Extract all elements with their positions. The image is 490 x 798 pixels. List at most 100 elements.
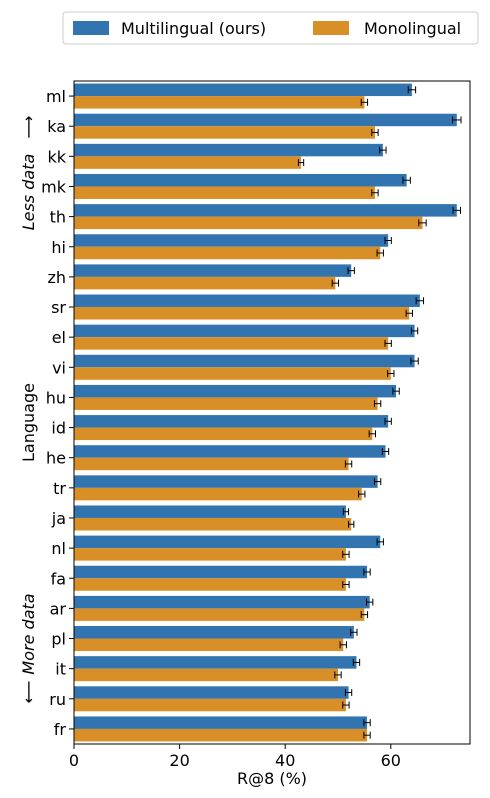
bar-multilingual	[74, 535, 381, 549]
y-tick-label: sr	[51, 298, 66, 317]
bar-monolingual	[74, 126, 375, 139]
x-tick-label: 60	[381, 751, 401, 770]
bar-monolingual	[74, 728, 368, 742]
legend-box	[62, 11, 479, 45]
error-bar	[410, 327, 419, 335]
error-bar	[418, 219, 427, 227]
error-bar	[339, 641, 347, 649]
error-bar	[363, 568, 371, 576]
error-bar	[331, 279, 340, 287]
error-bar	[360, 98, 369, 106]
bar-monolingual	[74, 337, 389, 350]
y-tick-label: ar	[50, 599, 67, 618]
bar-multilingual	[74, 143, 383, 157]
y-tick-label: vi	[52, 358, 66, 377]
y-tick-label: mk	[41, 177, 67, 196]
bar-monolingual	[74, 156, 302, 169]
error-bar	[297, 159, 305, 167]
bar-monolingual	[74, 457, 349, 471]
less-data-annotation: Less data	[19, 154, 38, 231]
bars	[74, 83, 462, 742]
error-bar	[352, 658, 361, 666]
error-bar	[373, 400, 382, 408]
bar-multilingual	[74, 83, 412, 97]
bar-multilingual	[74, 686, 349, 699]
bar-monolingual	[74, 638, 344, 652]
y-tick-label: el	[52, 328, 66, 347]
error-bar	[376, 538, 384, 546]
error-bar	[348, 520, 355, 528]
y-tick-label: he	[46, 449, 66, 468]
error-bar	[344, 460, 353, 468]
y-tick-label: ml	[46, 87, 66, 106]
y-tick-label: hi	[51, 238, 66, 257]
error-bar	[373, 478, 382, 486]
bar-multilingual	[74, 113, 457, 127]
bar-multilingual	[74, 264, 352, 277]
x-axis-title: R@8 (%)	[237, 769, 307, 788]
bar-monolingual	[74, 276, 336, 290]
error-bar	[360, 611, 369, 619]
y-tick-label: kk	[47, 147, 66, 166]
y-tick-label: tr	[53, 479, 66, 498]
error-bar	[371, 189, 379, 197]
error-bar	[342, 581, 350, 588]
more-data-arrow: ⟵	[19, 680, 38, 703]
y-axis-title: Language	[19, 383, 38, 462]
y-tick-label: zh	[47, 268, 66, 287]
x-tick-label: 40	[275, 751, 295, 770]
bar-multilingual	[74, 415, 389, 428]
legend-swatch-multilingual	[73, 21, 109, 35]
y-tick-label: fr	[54, 720, 67, 739]
error-bar	[342, 508, 350, 516]
bar-monolingual	[74, 397, 378, 410]
y-tick-label: ka	[47, 117, 66, 136]
bar-multilingual	[74, 595, 370, 609]
bar-multilingual	[74, 565, 368, 579]
error-bar	[334, 671, 342, 679]
error-bar	[402, 176, 411, 184]
bar-multilingual	[74, 475, 378, 488]
bar-multilingual	[74, 656, 357, 669]
bar-multilingual	[74, 384, 397, 398]
legend-label-monolingual: Monolingual	[364, 19, 461, 38]
error-bar	[347, 267, 355, 275]
error-bar	[410, 357, 419, 365]
less-data-arrow: ⟶	[19, 115, 38, 138]
bar-multilingual	[74, 324, 415, 338]
error-bar	[405, 309, 413, 317]
error-bar	[384, 237, 392, 244]
bar-multilingual	[74, 204, 457, 217]
bar-monolingual	[74, 96, 365, 109]
error-bar	[452, 206, 461, 214]
bar-multilingual	[74, 445, 386, 458]
y-tick-label: nl	[51, 539, 66, 558]
y-tick-label: th	[50, 208, 66, 227]
error-bar	[379, 146, 387, 154]
error-bar	[371, 128, 379, 136]
error-bar	[366, 598, 374, 606]
bar-monolingual	[74, 548, 346, 561]
error-bar	[368, 430, 376, 438]
bar-monolingual	[74, 487, 362, 501]
legend-swatch-monolingual	[313, 21, 349, 35]
bar-monolingual	[74, 517, 352, 531]
legend: Multilingual (ours) Monolingual	[62, 11, 479, 45]
bar-monolingual	[74, 246, 381, 260]
error-bar	[350, 628, 358, 636]
plot-frame	[73, 80, 471, 745]
bar-monolingual	[74, 186, 375, 199]
error-bar	[387, 370, 395, 378]
bar-multilingual	[74, 626, 354, 639]
bar-multilingual	[74, 716, 368, 729]
error-bar	[344, 689, 353, 697]
error-bar	[381, 447, 390, 455]
axes: ml ka kk mk th hi zh sr el vi hu id he tr ja nl fa ar pl it…	[41, 87, 401, 770]
y-tick-label: ja	[51, 509, 66, 528]
bar-monolingual	[74, 578, 346, 591]
more-data-annotation: More data	[19, 593, 38, 674]
bar-multilingual	[74, 505, 346, 518]
bar-multilingual	[74, 294, 420, 308]
bar-multilingual	[74, 234, 389, 247]
bar-monolingual	[74, 427, 373, 441]
